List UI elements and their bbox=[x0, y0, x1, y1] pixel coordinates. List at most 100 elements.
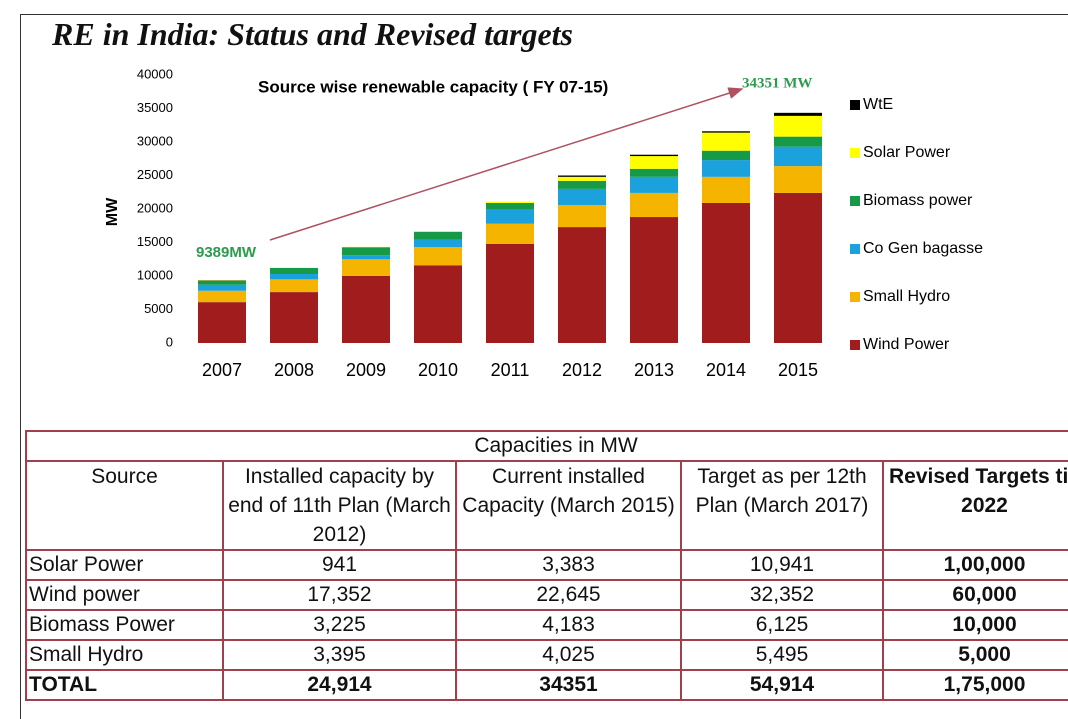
bar-segment bbox=[198, 302, 246, 343]
table-cell: Source bbox=[25, 460, 224, 551]
table-cell: 17,352 bbox=[222, 579, 457, 611]
table-cell: Current installed Capacity (March 2015) bbox=[455, 460, 682, 551]
table-cell: 3,225 bbox=[222, 609, 457, 641]
bar-segment bbox=[198, 290, 246, 303]
y-tick-label: 15000 bbox=[137, 234, 173, 249]
table-cell: 941 bbox=[222, 549, 457, 581]
bar-segment bbox=[630, 154, 678, 157]
x-tick-label: 2011 bbox=[491, 360, 530, 380]
legend-label: Wind Power bbox=[863, 336, 950, 353]
x-tick-label: 2009 bbox=[346, 360, 386, 380]
table-cell: Biomass Power bbox=[25, 609, 224, 641]
bar-segment bbox=[342, 255, 390, 260]
legend-label: Biomass power bbox=[863, 192, 973, 209]
bar-segment bbox=[702, 150, 750, 161]
bar-segment bbox=[198, 284, 246, 291]
y-tick-label: 25000 bbox=[137, 167, 173, 182]
table-cell: 22,645 bbox=[455, 579, 682, 611]
bar-segment bbox=[702, 202, 750, 343]
table-row: Small Hydro 3,395 4,025 5,495 5,000 bbox=[25, 639, 1068, 671]
x-tick-label: 2015 bbox=[778, 360, 818, 380]
bar-segment bbox=[558, 176, 606, 181]
bar-segment bbox=[270, 273, 318, 280]
x-tick-label: 2013 bbox=[634, 360, 674, 380]
bar-segment bbox=[774, 115, 822, 137]
frame-left bbox=[20, 14, 21, 719]
bar-segment bbox=[702, 176, 750, 203]
bar-segment bbox=[774, 136, 822, 147]
y-tick-label: 35000 bbox=[137, 100, 173, 115]
bar-segment bbox=[558, 180, 606, 189]
table-row: Capacities in MW bbox=[24, 430, 1068, 462]
x-tick-label: 2014 bbox=[706, 360, 746, 380]
legend-swatch bbox=[850, 148, 860, 158]
bar-segment bbox=[702, 160, 750, 177]
table-cell: 10,941 bbox=[680, 549, 884, 581]
x-tick-label: 2010 bbox=[418, 360, 458, 380]
legend-swatch bbox=[850, 340, 860, 350]
annotation: 34351 MW bbox=[742, 75, 812, 91]
bar-segment bbox=[270, 267, 318, 274]
bar-segment bbox=[630, 156, 678, 169]
bar-segment bbox=[342, 259, 390, 276]
bar-segment bbox=[630, 192, 678, 218]
y-tick-label: 40000 bbox=[137, 66, 173, 81]
bar-segment bbox=[414, 247, 462, 266]
x-tick-label: 2007 bbox=[202, 360, 242, 380]
bar-segment bbox=[414, 231, 462, 232]
chart: Source wise renewable capacity ( FY 07-1… bbox=[104, 66, 983, 380]
table-cell: 34351 bbox=[455, 669, 682, 701]
bar-segment bbox=[774, 112, 822, 116]
legend-label: Solar Power bbox=[863, 144, 951, 161]
y-axis-label: MW bbox=[104, 197, 121, 226]
legend-label: Co Gen bagasse bbox=[863, 240, 983, 257]
table-row: Solar Power 941 3,383 10,941 1,00,000 bbox=[25, 549, 1068, 581]
table-cell: Solar Power bbox=[25, 549, 224, 581]
table-cell: 6,125 bbox=[680, 609, 884, 641]
table-cell: 3,383 bbox=[455, 549, 682, 581]
table-row: Source Installed capacity by end of 11th … bbox=[25, 460, 1068, 551]
x-tick-label: 2008 bbox=[274, 360, 314, 380]
capacity-table: Capacities in MW Source Installed capacity… bbox=[24, 430, 1068, 701]
table-cell: Target as per 12th Plan (March 2017) bbox=[680, 460, 884, 551]
bar-segment bbox=[342, 247, 390, 256]
bar-segment bbox=[414, 265, 462, 343]
chart-title: Source wise renewable capacity ( FY 07-1… bbox=[258, 77, 608, 96]
x-tick-label: 2012 bbox=[562, 360, 602, 380]
bar-segment bbox=[630, 168, 678, 177]
table-cell: 4,183 bbox=[455, 609, 682, 641]
bar-segment bbox=[486, 209, 534, 224]
bar-segment bbox=[486, 202, 534, 210]
bar-segment bbox=[774, 166, 822, 193]
bar-segment bbox=[486, 223, 534, 244]
table-cell: Small Hydro bbox=[25, 639, 224, 671]
bar-segment bbox=[774, 146, 822, 167]
y-tick-label: 30000 bbox=[137, 133, 173, 148]
bar-segment bbox=[558, 227, 606, 343]
table-cell: 32,352 bbox=[680, 579, 884, 611]
bar-segment bbox=[486, 243, 534, 343]
bar-segment bbox=[558, 188, 606, 205]
bar-segment bbox=[558, 204, 606, 228]
bar-segment bbox=[630, 217, 678, 343]
annotation: 9389MW bbox=[196, 244, 257, 261]
table-cell: Wind power bbox=[25, 579, 224, 611]
table-cell: TOTAL bbox=[25, 669, 224, 701]
table-cell: 1,75,000 bbox=[881, 669, 1068, 701]
table-cell: 5,000 bbox=[881, 639, 1068, 671]
table-cell: 24,914 bbox=[222, 669, 457, 701]
frame-top bbox=[20, 14, 1068, 15]
table-cell: Installed capacity by end of 11th Plan (… bbox=[222, 460, 457, 551]
y-tick-label: 5000 bbox=[144, 301, 173, 316]
bar-segment bbox=[558, 175, 606, 177]
legend-swatch bbox=[850, 100, 860, 110]
table-cell: 54,914 bbox=[680, 669, 884, 701]
bar-segment bbox=[702, 132, 750, 151]
legend-swatch bbox=[850, 244, 860, 254]
bar-segment bbox=[270, 279, 318, 293]
y-tick-label: 20000 bbox=[137, 200, 173, 215]
bar-segment bbox=[414, 231, 462, 240]
bar-segment bbox=[486, 201, 534, 203]
table-cell: 1,00,000 bbox=[881, 549, 1068, 581]
